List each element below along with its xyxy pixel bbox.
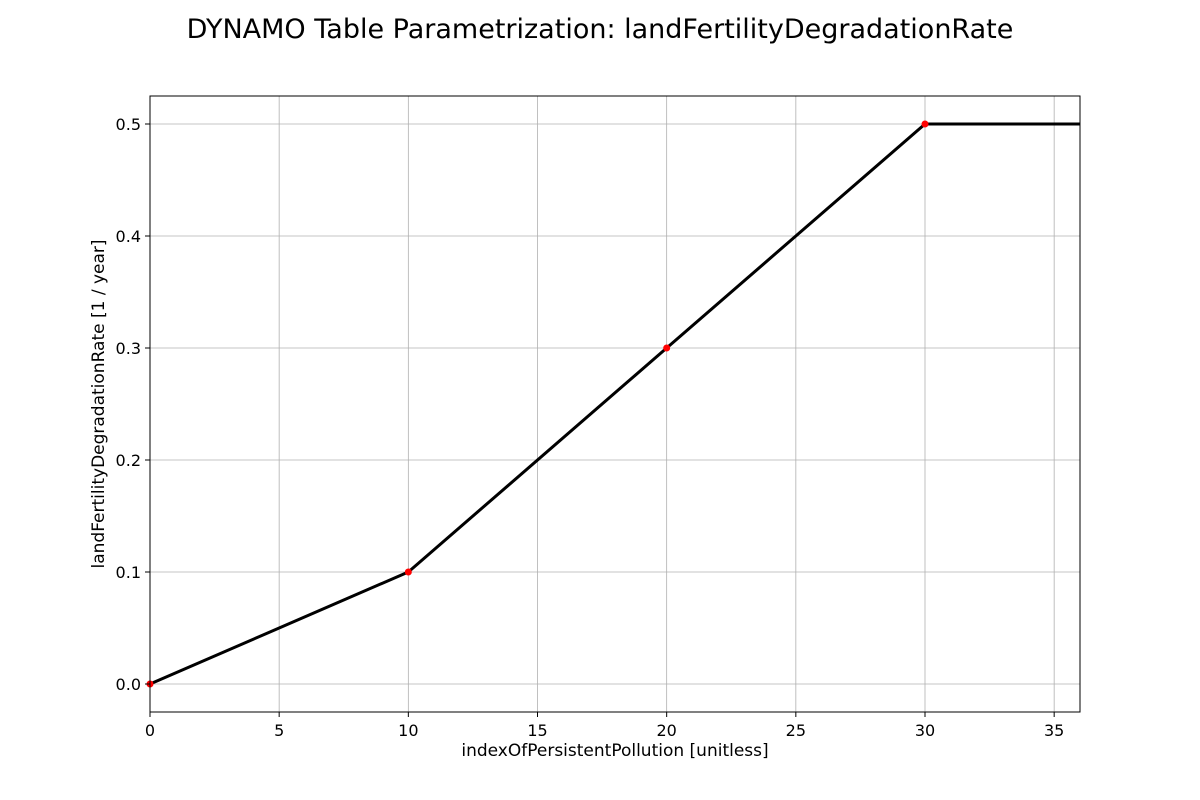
y-tick-label: 0.3 [116, 339, 141, 358]
series-layer [146, 120, 1080, 688]
x-tick-label: 0 [145, 721, 155, 740]
y-tick-label: 0.1 [116, 563, 141, 582]
chart-title: DYNAMO Table Parametrization: landFertil… [187, 14, 1014, 45]
data-point [404, 568, 412, 576]
x-axis-label: indexOfPersistentPollution [unitless] [461, 741, 768, 761]
grid [149, 96, 1080, 712]
x-tick-label: 25 [786, 721, 806, 740]
y-axis-label: landFertilityDegradationRate [1 / year] [89, 239, 109, 568]
x-tick-label: 30 [915, 721, 935, 740]
x-tick-label: 15 [527, 721, 547, 740]
data-point [663, 344, 671, 352]
y-tick-label: 0.2 [116, 451, 141, 470]
x-tick-label: 5 [274, 721, 284, 740]
x-tick-label: 20 [656, 721, 676, 740]
y-axis: 0.0 0.1 0.2 0.3 0.4 0.5 [116, 115, 150, 694]
plot-frame [149, 95, 1081, 713]
y-tick-label: 0.4 [116, 227, 141, 246]
series-line [149, 122, 1080, 686]
y-tick-label: 0.0 [116, 675, 141, 694]
data-point [921, 120, 929, 128]
x-tick-label: 35 [1044, 721, 1064, 740]
y-tick-label: 0.5 [116, 115, 141, 134]
x-axis: 0 5 10 15 20 25 30 35 [145, 712, 1064, 740]
x-tick-label: 10 [398, 721, 418, 740]
